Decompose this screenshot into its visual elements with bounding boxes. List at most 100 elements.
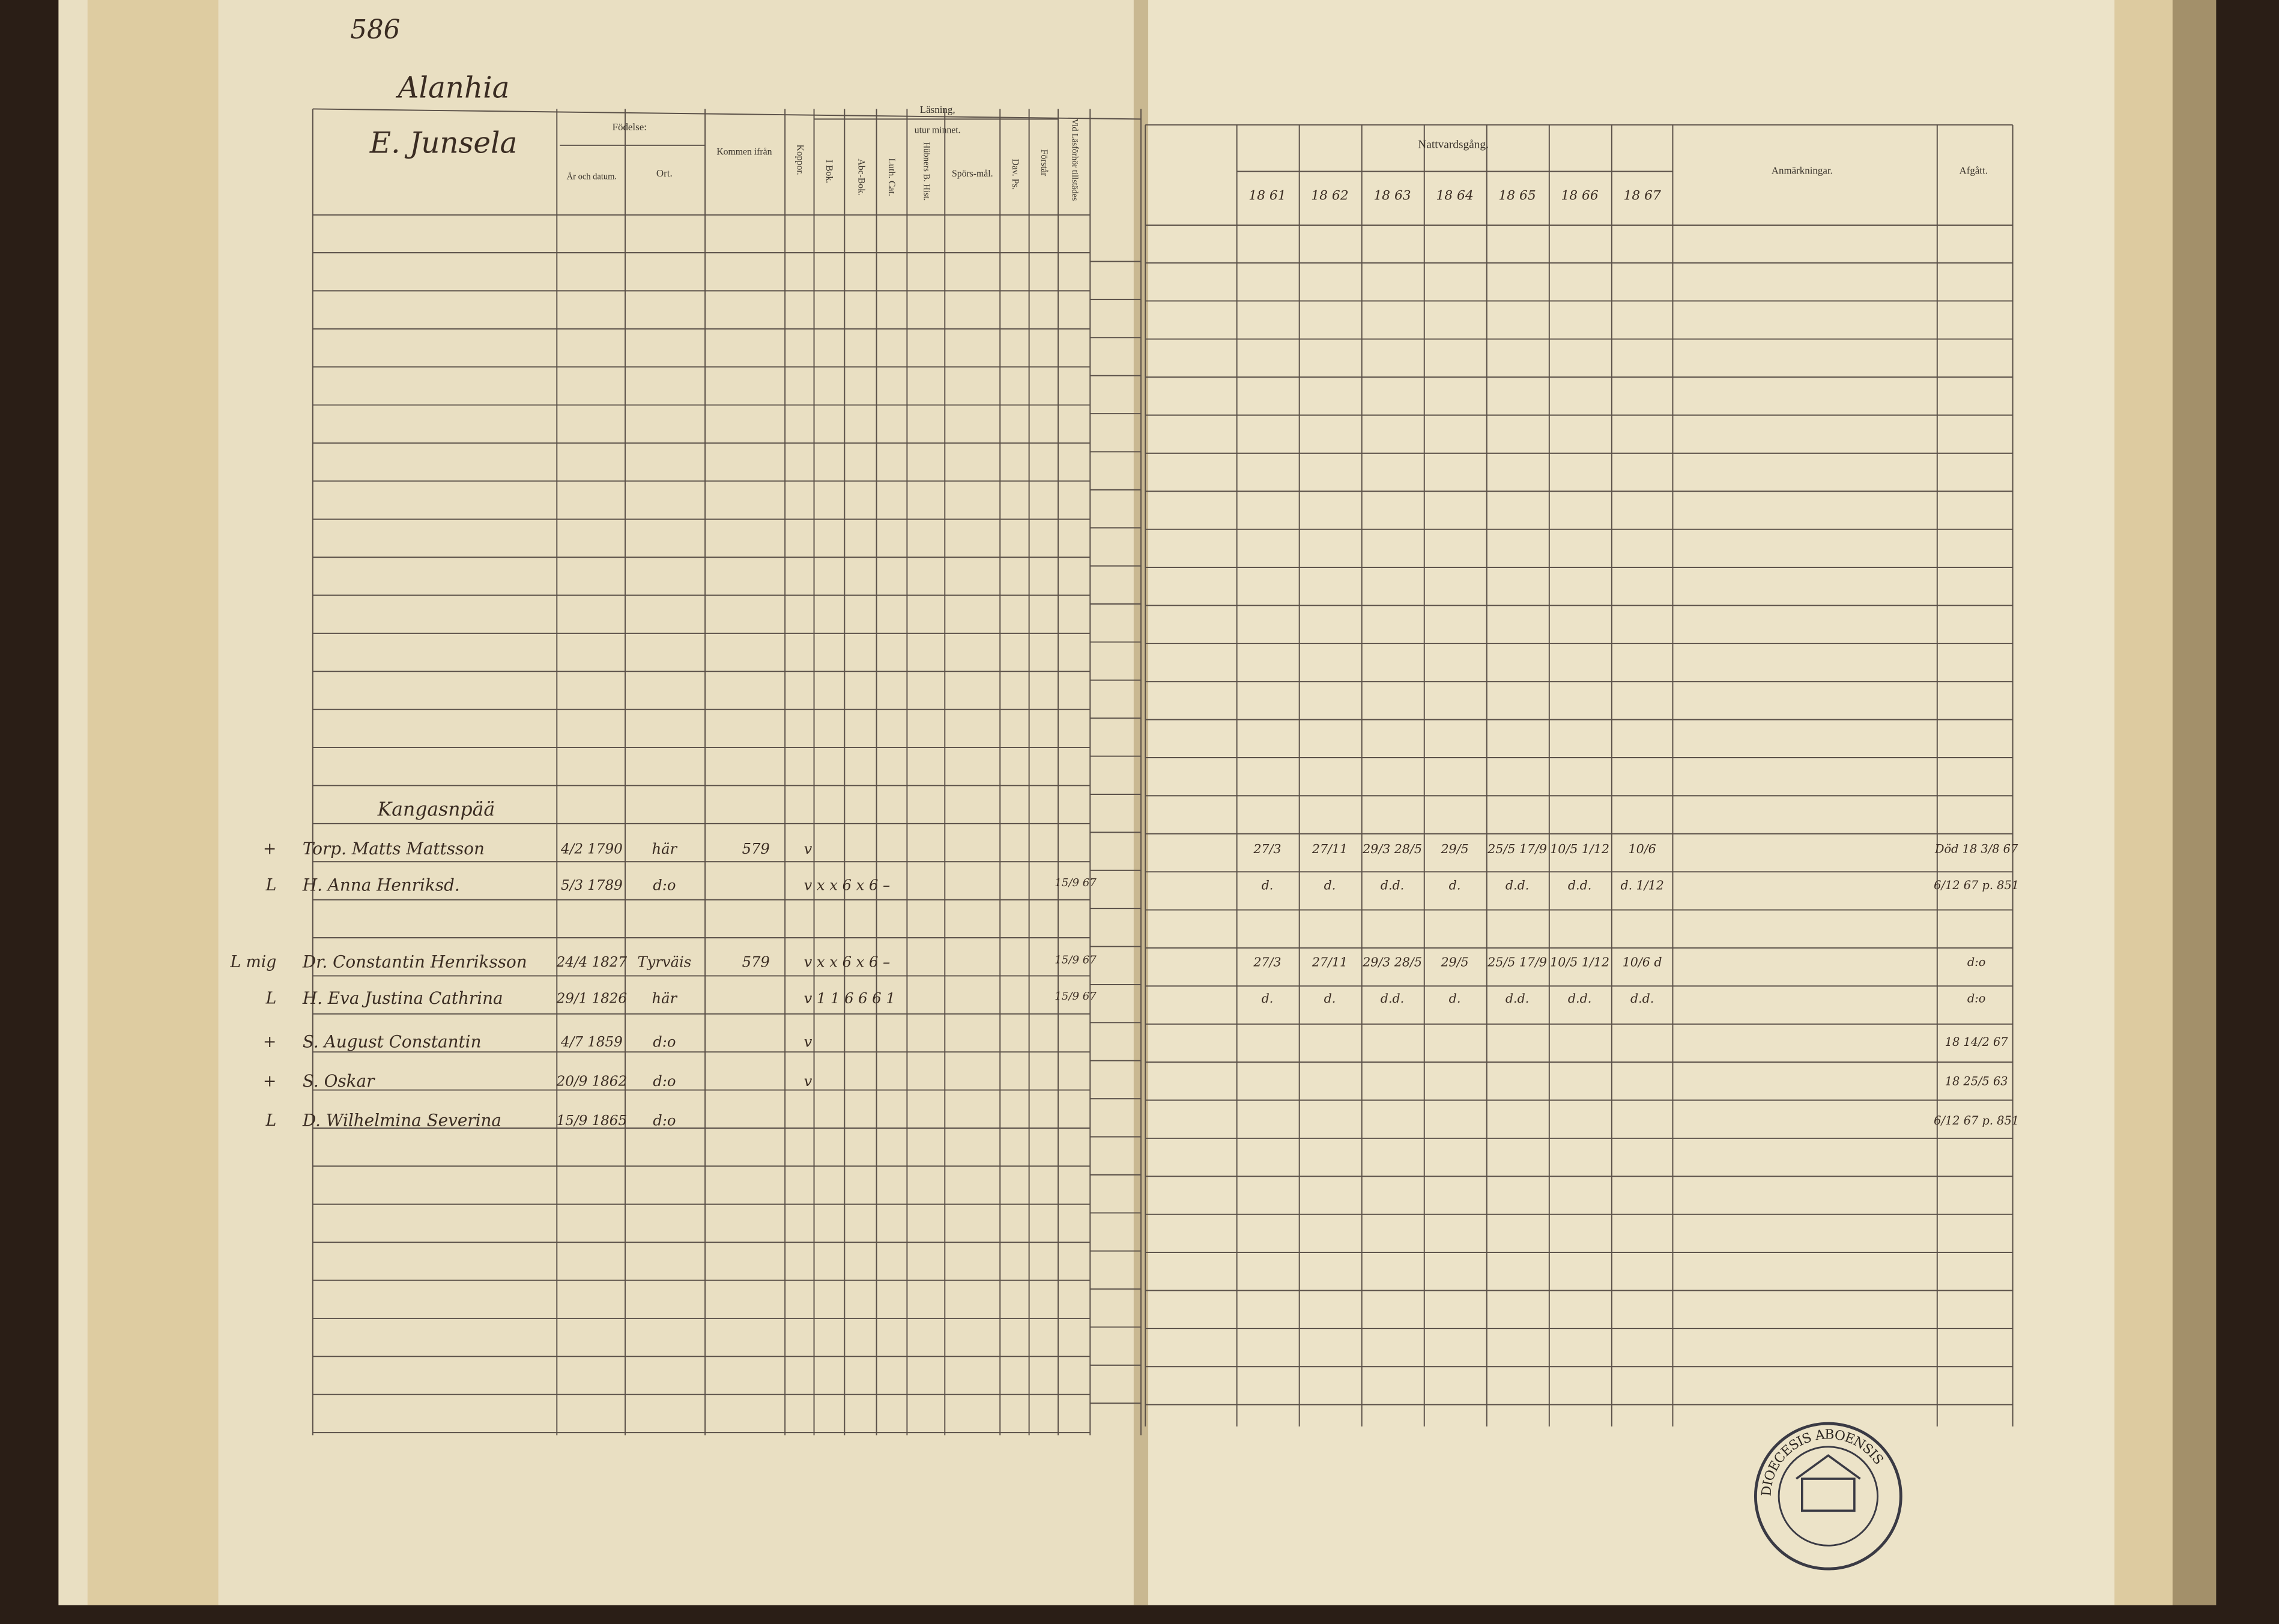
header-year: 18 62 (1311, 189, 1348, 204)
entry-communion: 25/5 17/9 (1487, 842, 1547, 856)
entry-communion: d.d. (1381, 878, 1404, 892)
header-remarks: Anmärkningar. (1772, 165, 1833, 176)
entry-communion: d. 1/12 (1620, 878, 1663, 892)
header-year: 18 64 (1436, 189, 1473, 204)
farm-name: E. Junsela (369, 126, 518, 160)
entry-departed: 6/12 67 p. 851 (1934, 878, 2019, 892)
entry-reading: v x x 6 x 6 – (804, 954, 891, 971)
entry-mark: + (263, 1033, 276, 1051)
page-number: 586 (350, 15, 400, 45)
entry-mark: L mig (229, 953, 276, 971)
section-name: Kangasnpää (377, 799, 495, 821)
text-layer: 586 Alanhia E. Junsela Födelse: År och datum… (229, 15, 2019, 1130)
right-page-edge (2114, 0, 2217, 1605)
entry-reading: v (804, 841, 813, 857)
header-questions: Spörs-mål. (952, 169, 993, 179)
entry-communion: 27/3 (1253, 955, 1281, 970)
entry-place: här (652, 841, 678, 857)
entry-from: 579 (742, 841, 770, 857)
entry-departed: 18 25/5 63 (1945, 1075, 2008, 1088)
header-birth-place: Ort. (656, 168, 673, 179)
entry-reading: v (804, 1073, 813, 1090)
entry-name: H. Eva Justina Cathrina (302, 988, 503, 1008)
header-david-ps: Dav. Ps. (1010, 158, 1020, 190)
entry-communion: d.d. (1381, 991, 1404, 1006)
header-birth: Födelse: (613, 121, 647, 133)
header-in-book: I Bok. (824, 160, 834, 183)
entry-communion: 10/6 (1629, 842, 1656, 856)
header-departed: Afgått. (1960, 165, 1988, 176)
entry-communion: d. (1262, 878, 1274, 892)
entry-attended: 15/9 67 (1055, 990, 1097, 1003)
entry-name: Dr. Constantin Henriksson (302, 952, 527, 972)
entry-departed: 6/12 67 p. 851 (1934, 1114, 2019, 1127)
header-understands: Förstår (1039, 149, 1049, 177)
entry-mark: L (265, 1111, 277, 1130)
entry-communion: 25/5 17/9 (1487, 955, 1547, 970)
entry-communion: d. (1262, 991, 1274, 1006)
entry-name: D. Wilhelmina Severina (302, 1110, 501, 1130)
header-communion: Nattvardsgång. (1418, 138, 1489, 151)
entry-communion: d.d. (1568, 878, 1591, 892)
entry-communion: 27/3 (1253, 842, 1281, 856)
ruling (312, 108, 2014, 1435)
entry-place: d:o (653, 877, 676, 893)
entry-reading: v x x 6 x 6 – (804, 877, 891, 893)
entry-communion: 29/3 28/5 (1362, 842, 1422, 856)
header-year: 18 65 (1498, 189, 1536, 204)
header-smallpox: Koppor. (795, 145, 805, 175)
entry-attended: 15/9 67 (1055, 877, 1097, 889)
header-luther-cat: Luth. Cat. (886, 158, 897, 196)
entry-communion: d.d. (1630, 991, 1654, 1006)
header-year: 18 66 (1561, 189, 1598, 204)
entry-place: d:o (653, 1073, 676, 1090)
table-top-rule (312, 108, 1141, 120)
entry-communion: 10/5 1/12 (1550, 955, 1609, 970)
entry-mark: + (263, 839, 276, 858)
entry-communion: d.d. (1506, 991, 1529, 1006)
entry-departed: d:o (1967, 955, 1986, 969)
left-page-edge (87, 0, 219, 1605)
entry-reading: v 1 1 6 6 6 1 (804, 990, 895, 1007)
stamp-inner-ring (1778, 1446, 1879, 1547)
entry-name: S. August Constantin (303, 1032, 482, 1052)
entry-communion: 10/5 1/12 (1550, 842, 1609, 856)
entry-born: 5/3 1789 (561, 878, 623, 893)
entry-communion: d.d. (1506, 878, 1529, 892)
entry-born: 4/7 1859 (560, 1034, 623, 1050)
entry-communion: 27/11 (1312, 842, 1348, 856)
stamp-church (1800, 1478, 1856, 1512)
entry-communion: d. (1324, 991, 1336, 1006)
village-name: Alanhia (396, 71, 510, 105)
header-by-heart: utur minnet. (915, 125, 961, 135)
header-year: 18 63 (1373, 189, 1411, 204)
header-year: 18 67 (1623, 189, 1660, 204)
entry-place: här (652, 990, 678, 1007)
header-hubner: Hübners B. Hist. (922, 142, 931, 201)
entry-place: d:o (653, 1112, 676, 1129)
entry-born: 20/9 1862 (556, 1074, 627, 1090)
entry-communion: 29/3 28/5 (1362, 955, 1422, 970)
entry-name: Torp. Matts Mattsson (303, 839, 485, 859)
entry-communion: 10/6 d (1623, 955, 1662, 970)
entry-attended: 15/9 67 (1055, 953, 1097, 966)
entry-communion: 27/11 (1312, 955, 1348, 970)
entry-born: 24/4 1827 (556, 955, 628, 970)
stamp-ring (1754, 1422, 1902, 1571)
entry-place: Tyrväis (638, 954, 692, 971)
entry-communion: d. (1324, 878, 1336, 892)
right-page (1140, 0, 2173, 1605)
entry-communion: 29/5 (1440, 955, 1468, 970)
header-came-from: Kommen ifrån (716, 147, 772, 157)
header-attended: Vid Läsförhör tillstädes (1070, 119, 1079, 201)
entry-communion: d.d. (1568, 991, 1591, 1006)
header-abc-book: Abc-Bok. (856, 158, 866, 196)
entry-communion: d. (1449, 991, 1461, 1006)
left-page (58, 0, 1149, 1605)
entry-communion: 29/5 (1440, 842, 1468, 856)
entry-departed: Död 18 3/8 67 (1934, 842, 2018, 856)
stamp-roof (1796, 1454, 1861, 1480)
header-birth-date: År och datum. (567, 172, 617, 182)
entry-departed: d:o (1967, 992, 1986, 1006)
